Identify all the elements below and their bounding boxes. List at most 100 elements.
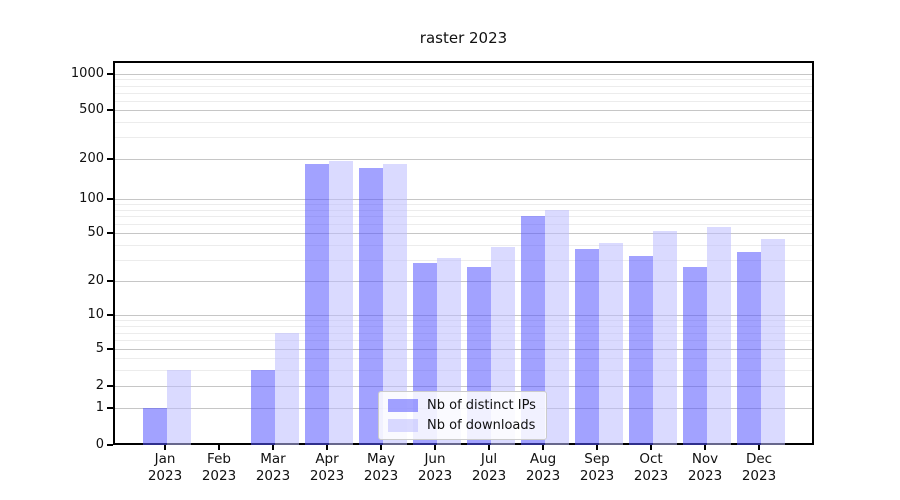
gridline-minor-7 bbox=[115, 332, 812, 334]
x-tick-label-may: May 2023 bbox=[351, 451, 411, 485]
y-tick-label-10: 10 bbox=[87, 307, 104, 323]
legend-label-downloads: Nb of downloads bbox=[427, 418, 536, 433]
x-tick-month-jan: Jan bbox=[154, 451, 176, 467]
legend-swatch-distinct-ips bbox=[388, 399, 418, 412]
legend-item-distinct-ips: Nb of distinct IPs bbox=[388, 398, 536, 413]
x-tick-feb bbox=[218, 445, 220, 450]
gridline-minor-400 bbox=[115, 121, 812, 123]
bar-downloads-sep bbox=[599, 243, 623, 445]
gridline-major-2 bbox=[115, 386, 812, 388]
x-tick-label-oct: Oct 2023 bbox=[621, 451, 681, 485]
x-tick-label-aug: Aug 2023 bbox=[513, 451, 573, 485]
y-tick-100 bbox=[107, 198, 113, 200]
y-tick-50 bbox=[107, 231, 113, 234]
gridline-major-5 bbox=[115, 349, 812, 350]
x-tick-year-jun: 2023 bbox=[417, 468, 453, 484]
y-tick-label-1000: 1000 bbox=[70, 66, 104, 82]
x-tick-month-feb: Feb bbox=[207, 451, 231, 467]
bar-distinct-ips-sep bbox=[575, 248, 599, 445]
bar-downloads-aug bbox=[545, 209, 569, 445]
bar-distinct-ips-dec bbox=[737, 251, 761, 445]
gridline-minor-700 bbox=[115, 92, 812, 94]
x-tick-oct bbox=[650, 445, 652, 450]
gridline-major-50 bbox=[115, 232, 812, 234]
x-tick-month-apr: Apr bbox=[315, 451, 339, 467]
bar-downloads-oct bbox=[653, 231, 677, 445]
x-tick-year-oct: 2023 bbox=[633, 468, 669, 484]
bar-downloads-nov bbox=[707, 226, 731, 445]
y-tick-1 bbox=[107, 406, 113, 409]
gridline-minor-900 bbox=[115, 79, 812, 81]
x-tick-year-may: 2023 bbox=[363, 468, 399, 484]
x-tick-year-apr: 2023 bbox=[309, 468, 345, 484]
gridline-major-100 bbox=[115, 199, 812, 200]
gridline-minor-60 bbox=[115, 224, 812, 226]
bar-distinct-ips-apr bbox=[305, 164, 329, 445]
x-tick-month-sep: Sep bbox=[584, 451, 610, 467]
bar-distinct-ips-oct bbox=[629, 256, 653, 445]
y-tick-10 bbox=[107, 314, 113, 317]
bar-downloads-mar bbox=[275, 332, 299, 445]
x-tick-month-jun: Jun bbox=[424, 451, 446, 467]
x-tick-month-dec: Dec bbox=[745, 451, 773, 467]
bar-distinct-ips-jan bbox=[143, 407, 167, 445]
x-tick-aug bbox=[542, 445, 544, 450]
x-tick-month-aug: Aug bbox=[529, 451, 557, 467]
y-tick-500 bbox=[107, 108, 113, 111]
x-tick-label-dec: Dec 2023 bbox=[729, 451, 789, 485]
x-tick-nov bbox=[704, 445, 706, 450]
gridline-minor-6 bbox=[115, 340, 812, 342]
bar-downloads-dec bbox=[761, 238, 785, 445]
x-tick-dec bbox=[758, 445, 760, 450]
x-tick-year-feb: 2023 bbox=[201, 468, 237, 484]
gridline-major-1000 bbox=[115, 74, 812, 76]
y-tick-2 bbox=[107, 385, 113, 388]
gridline-major-20 bbox=[115, 280, 812, 282]
y-tick-label-1: 1 bbox=[95, 399, 104, 415]
gridline-major-200 bbox=[115, 158, 812, 160]
x-tick-year-nov: 2023 bbox=[687, 468, 723, 484]
gridline-minor-600 bbox=[115, 100, 812, 102]
x-tick-year-aug: 2023 bbox=[525, 468, 561, 484]
gridline-minor-800 bbox=[115, 85, 812, 87]
gridline-minor-80 bbox=[115, 209, 812, 211]
x-tick-year-mar: 2023 bbox=[255, 468, 291, 484]
x-tick-year-jan: 2023 bbox=[147, 468, 183, 484]
gridline-minor-300 bbox=[115, 137, 812, 139]
x-tick-label-mar: Mar 2023 bbox=[243, 451, 303, 485]
legend: Nb of distinct IPs Nb of downloads bbox=[378, 391, 547, 440]
x-tick-month-jul: Jul bbox=[480, 451, 498, 467]
gridline-minor-90 bbox=[115, 204, 812, 206]
gridline-minor-3 bbox=[115, 369, 812, 371]
plot-area bbox=[113, 61, 814, 445]
gridline-minor-70 bbox=[115, 216, 812, 218]
x-tick-label-jun: Jun 2023 bbox=[405, 451, 465, 485]
y-tick-5 bbox=[107, 348, 113, 350]
x-tick-label-nov: Nov 2023 bbox=[675, 451, 735, 485]
x-tick-sep bbox=[596, 445, 598, 450]
x-tick-label-jul: Jul 2023 bbox=[459, 451, 519, 485]
y-tick-label-500: 500 bbox=[79, 101, 104, 117]
gridline-minor-30 bbox=[115, 259, 812, 261]
x-tick-jan bbox=[164, 445, 166, 450]
x-tick-year-sep: 2023 bbox=[579, 468, 615, 484]
legend-item-downloads: Nb of downloads bbox=[388, 418, 536, 433]
y-tick-label-2: 2 bbox=[95, 378, 104, 394]
bar-distinct-ips-nov bbox=[683, 267, 707, 445]
y-tick-label-5: 5 bbox=[95, 341, 104, 356]
bar-downloads-apr bbox=[329, 161, 353, 445]
y-tick-label-100: 100 bbox=[79, 191, 104, 206]
x-tick-month-nov: Nov bbox=[691, 451, 719, 467]
y-tick-20 bbox=[107, 279, 113, 282]
chart-title: raster 2023 bbox=[419, 29, 508, 47]
legend-swatch-downloads bbox=[388, 419, 418, 432]
gridline-minor-4 bbox=[115, 358, 812, 359]
bar-downloads-jan bbox=[167, 369, 191, 445]
x-tick-month-oct: Oct bbox=[639, 451, 663, 467]
y-tick-label-0: 0 bbox=[95, 437, 104, 452]
y-tick-label-50: 50 bbox=[87, 224, 104, 240]
x-tick-month-mar: Mar bbox=[260, 451, 286, 467]
gridline-major-500 bbox=[115, 109, 812, 111]
gridline-minor-9 bbox=[115, 320, 812, 322]
